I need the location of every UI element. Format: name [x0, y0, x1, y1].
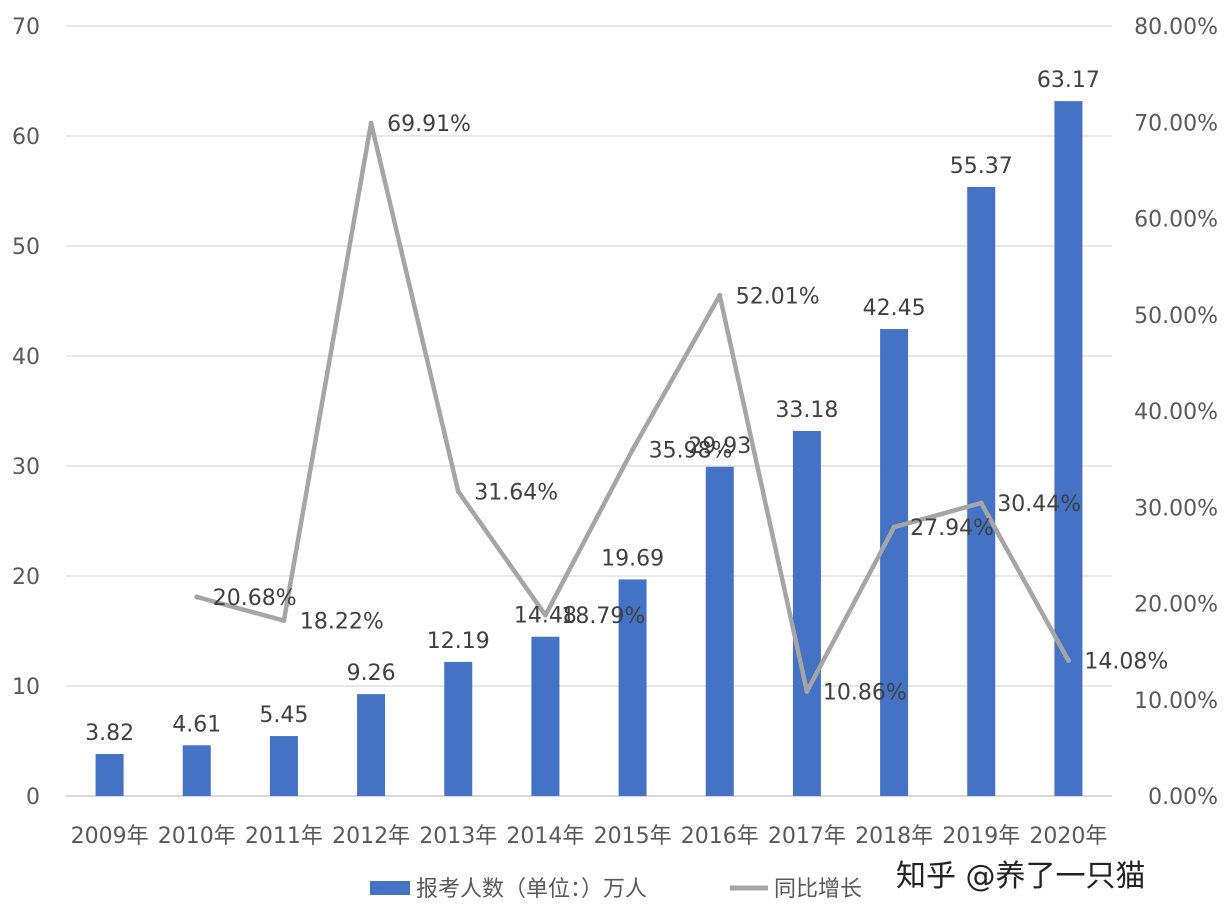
line-point: [542, 612, 548, 618]
line-value-label: 14.08%: [1084, 649, 1168, 674]
y-right-tick-label: 80.00%: [1134, 15, 1218, 40]
bar: [792, 431, 821, 796]
y-right-tick-label: 0.00%: [1148, 785, 1218, 810]
bar: [357, 694, 386, 796]
y-right-tick-label: 50.00%: [1134, 304, 1218, 329]
y-left-tick-label: 60: [12, 125, 40, 150]
bar: [531, 636, 560, 796]
line-value-label: 18.22%: [300, 610, 384, 635]
bar: [182, 745, 211, 796]
bar-value-label: 9.26: [347, 661, 396, 686]
x-tick-label: 2016年: [681, 824, 759, 849]
line-value-label: 31.64%: [474, 480, 558, 505]
bar-series: [95, 101, 1083, 796]
bar: [618, 579, 647, 796]
bar: [967, 186, 996, 796]
line-point: [717, 292, 723, 298]
gridlines: [66, 25, 1112, 797]
y-left-tick-label: 70: [12, 15, 40, 40]
x-tick-label: 2011年: [245, 824, 323, 849]
x-tick-label: 2014年: [506, 824, 584, 849]
line-point: [368, 120, 374, 126]
line-value-label: 27.94%: [910, 516, 994, 541]
y-right-tick-label: 70.00%: [1134, 111, 1218, 136]
legend-bar-label: 报考人数（单位：）万人: [416, 877, 647, 902]
line-value-label: 20.68%: [213, 586, 297, 611]
bar: [705, 466, 734, 796]
bar-value-label: 12.19: [427, 629, 490, 654]
line-value-label: 18.79%: [561, 604, 645, 629]
bar-value-label: 63.17: [1037, 68, 1100, 93]
bar-value-label: 19.69: [601, 546, 664, 571]
legend-bar-swatch: [370, 881, 410, 895]
line-point: [455, 488, 461, 494]
bar: [95, 753, 124, 796]
y-left-tick-label: 50: [12, 235, 40, 260]
bar-value-label: 3.82: [85, 721, 134, 746]
legend: 报考人数（单位：）万人 同比增长: [370, 877, 862, 902]
bar-value-label: 42.45: [863, 296, 926, 321]
bar: [269, 736, 298, 796]
line-point: [281, 618, 287, 624]
bar-value-label: 14.48: [514, 604, 577, 629]
x-tick-label: 2012年: [332, 824, 410, 849]
line-point: [630, 447, 636, 453]
line-value-label: 30.44%: [997, 492, 1081, 517]
bar-value-label: 55.37: [950, 154, 1013, 179]
line-point: [891, 524, 897, 530]
x-tick-label: 2010年: [158, 824, 236, 849]
x-tick-label: 2013年: [419, 824, 497, 849]
x-tick-label: 2019年: [942, 824, 1020, 849]
bar: [880, 329, 909, 796]
axes: 0 10 20 30 40 50 60 70 0.00% 10.00% 20.00% 30.00% 40…: [12, 15, 1218, 849]
y-left-tick-label: 20: [12, 565, 40, 590]
x-tick-label: 2015年: [594, 824, 672, 849]
y-right-tick-label: 60.00%: [1134, 208, 1218, 233]
y-right-tick-label: 10.00%: [1134, 689, 1218, 714]
line-value-label: 35.98%: [649, 439, 733, 464]
x-tick-label: 2018年: [855, 824, 933, 849]
line-value-label: 69.91%: [387, 112, 471, 137]
bar: [1054, 101, 1083, 796]
x-tick-label: 2009年: [71, 824, 149, 849]
x-tick-label: 2017年: [768, 824, 846, 849]
legend-line-label: 同比增长: [774, 877, 862, 902]
y-right-tick-label: 30.00%: [1134, 496, 1218, 521]
y-left-tick-label: 10: [12, 675, 40, 700]
y-left-tick-label: 0: [26, 785, 40, 810]
bar-value-label: 4.61: [172, 712, 221, 737]
bar-value-label: 5.45: [259, 703, 308, 728]
x-tick-label: 2020年: [1029, 824, 1107, 849]
line-point: [194, 594, 200, 600]
y-right-tick-label: 40.00%: [1134, 400, 1218, 425]
watermark: 知乎 @养了一只猫: [896, 859, 1146, 894]
line-point: [1065, 657, 1071, 663]
y-left-tick-label: 30: [12, 455, 40, 480]
bar: [444, 661, 473, 796]
data-labels: 3.82 4.61 5.45 9.26 12.19 14.48 19.69 29.93 33.1…: [85, 68, 1168, 746]
bar-value-label: 33.18: [775, 398, 838, 423]
line-value-label: 10.86%: [823, 680, 907, 705]
line-series: [194, 120, 1071, 694]
bar-value-label: 29.93: [688, 434, 751, 459]
line-value-label: 52.01%: [736, 284, 820, 309]
line-point: [978, 500, 984, 506]
y-right-tick-label: 20.00%: [1134, 593, 1218, 618]
y-left-tick-label: 40: [12, 345, 40, 370]
line-point: [804, 688, 810, 694]
